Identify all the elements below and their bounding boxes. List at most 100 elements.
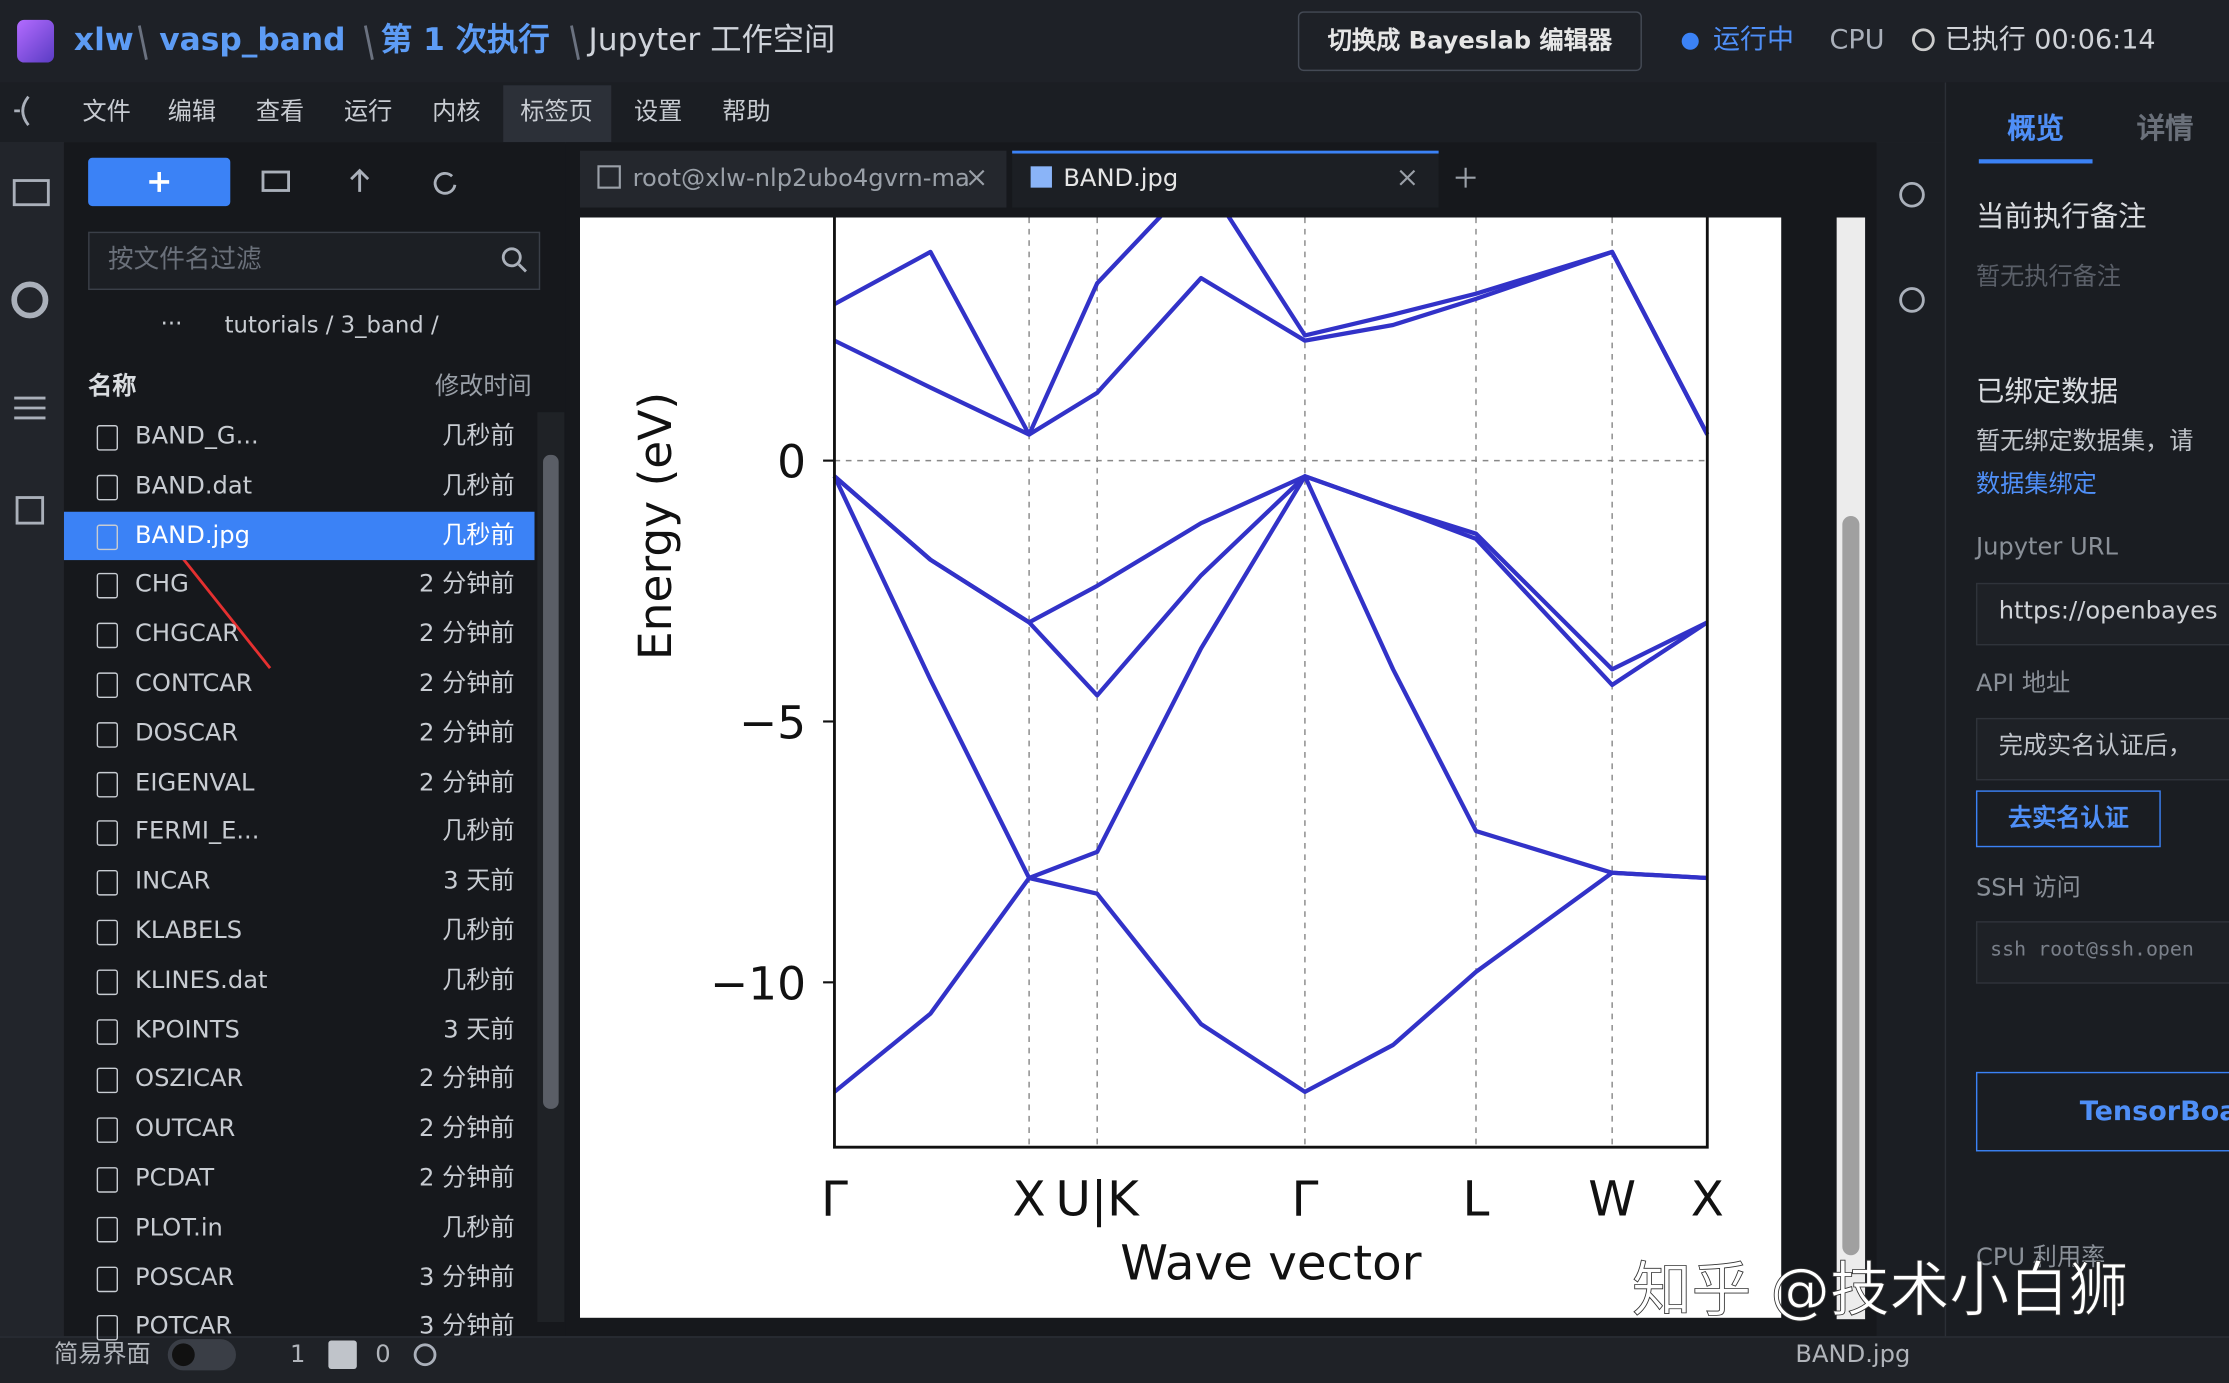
- breadcrumb-item[interactable]: 第 1 次执行: [380, 22, 550, 59]
- jupyter-url[interactable]: https://openbayes: [1998, 597, 2218, 626]
- file-name[interactable]: INCAR: [135, 867, 211, 896]
- new-icon: [149, 172, 170, 192]
- breadcrumb-item[interactable]: xlw: [73, 22, 134, 59]
- elapsed-time: 已执行 00:06:14: [1944, 24, 2156, 56]
- file-modified: 2 分钟前: [419, 719, 515, 748]
- toolbar-icons: [11, 95, 1925, 1367]
- file-modified: 几秒前: [442, 916, 515, 946]
- tensorboard-button[interactable]: [1975, 1071, 2229, 1152]
- file-icon: [96, 672, 118, 698]
- file-icon: [96, 523, 118, 550]
- status-bar: [0, 1336, 2229, 1383]
- x-tick-label: Γ: [1291, 1171, 1318, 1227]
- file-name[interactable]: BAND.jpg: [135, 521, 250, 550]
- file-name[interactable]: CHG: [135, 570, 189, 600]
- file-modified: 3 分钟前: [419, 1263, 515, 1292]
- breadcrumb-item[interactable]: vasp_band: [159, 22, 346, 59]
- menu-item[interactable]: 文件: [82, 98, 131, 127]
- file-name[interactable]: KPOINTS: [135, 1015, 240, 1045]
- field-label: API 地址: [1975, 669, 2071, 698]
- file-name[interactable]: POTCAR: [135, 1312, 233, 1342]
- section-title: 已绑定数据: [1975, 373, 2119, 408]
- x-axis-label: Wave vector: [1120, 1235, 1421, 1291]
- x-tick-label: X: [1013, 1171, 1046, 1227]
- clock-icon: [1911, 28, 1935, 52]
- file-scrollbar: [537, 412, 565, 1323]
- file-modified: 3 天前: [443, 1015, 515, 1045]
- menu-item[interactable]: 运行: [344, 98, 393, 127]
- menu-item[interactable]: 设置: [634, 98, 683, 127]
- annotation-arrow: [169, 542, 272, 670]
- activity-bar: [0, 142, 64, 1337]
- image-viewer: [579, 217, 1782, 1318]
- breadcrumb[interactable]: tutorials / 3_band /: [224, 311, 439, 339]
- file-icon: [96, 1266, 118, 1292]
- file-name[interactable]: POSCAR: [135, 1263, 235, 1292]
- file-name[interactable]: CHGCAR: [135, 620, 240, 649]
- terminal-icon: [328, 1340, 357, 1369]
- x-tick-label: W: [1588, 1171, 1636, 1227]
- tab[interactable]: [579, 150, 1007, 208]
- path-separators: [137, 25, 580, 60]
- file-name[interactable]: DOSCAR: [135, 719, 239, 748]
- band-line: [833, 474, 1709, 672]
- current-file: BAND.jpg: [1795, 1340, 1911, 1369]
- column-header[interactable]: 名称: [88, 372, 137, 401]
- right-panel: [1944, 82, 2229, 1337]
- x-tick-label: Γ: [821, 1171, 848, 1227]
- file-icon: [96, 969, 118, 995]
- status-dot: [1681, 32, 1699, 50]
- menu-item[interactable]: 编辑: [167, 98, 217, 127]
- file-name[interactable]: OUTCAR: [135, 1114, 236, 1144]
- panel-tab[interactable]: 概览: [2007, 110, 2065, 145]
- field-label: SSH 访问: [1975, 874, 2081, 903]
- panel-tab[interactable]: 详情: [2136, 110, 2194, 145]
- file-name[interactable]: PCDAT: [135, 1164, 215, 1193]
- bind-dataset-link[interactable]: 数据集绑定: [1975, 470, 2097, 499]
- tab-active[interactable]: [1012, 150, 1439, 208]
- file-icon: [96, 1018, 118, 1045]
- file-name[interactable]: KLINES.dat: [135, 966, 268, 995]
- file-name[interactable]: FERMI_E...: [135, 817, 260, 847]
- field-label: Jupyter URL: [1975, 533, 2118, 562]
- simple-mode-toggle[interactable]: [167, 1339, 236, 1371]
- file-name[interactable]: OSZICAR: [135, 1065, 244, 1094]
- file-modified: 2 分钟前: [419, 620, 515, 649]
- file-modified: 几秒前: [442, 966, 515, 995]
- menu-item[interactable]: 帮助: [722, 98, 771, 127]
- file-name[interactable]: PLOT.in: [135, 1213, 223, 1243]
- file-icon: [96, 771, 118, 797]
- verify-button[interactable]: 去实名认证: [1975, 790, 2161, 848]
- tab-label[interactable]: root@xlw-nlp2ubo4gvrn-ma: [632, 164, 970, 194]
- breadcrumb[interactable]: ···: [160, 309, 183, 337]
- resource: CPU: [1829, 24, 1885, 56]
- tensorboard-label[interactable]: TensorBoa: [2079, 1096, 2229, 1128]
- selected-row[interactable]: [63, 511, 535, 560]
- menu-item[interactable]: 标签页: [520, 98, 593, 127]
- tab-close-icons[interactable]: [597, 165, 1476, 189]
- file-name[interactable]: EIGENVAL: [135, 768, 255, 797]
- file-icon: [96, 721, 118, 748]
- file-modified: 2 分钟前: [419, 669, 515, 698]
- menu-item[interactable]: 查看: [255, 98, 305, 127]
- file-name[interactable]: BAND_G...: [135, 422, 259, 451]
- file-name[interactable]: BAND.dat: [135, 471, 253, 501]
- run-status: 运行中: [1712, 24, 1795, 56]
- filter-input[interactable]: [88, 231, 541, 290]
- tab-label[interactable]: BAND.jpg: [1063, 164, 1179, 194]
- column-header[interactable]: 修改时间: [434, 372, 532, 401]
- file-name[interactable]: CONTCAR: [135, 669, 253, 698]
- x-tick-label: L: [1463, 1171, 1490, 1227]
- file-name[interactable]: KLABELS: [135, 916, 243, 946]
- logo[interactable]: [17, 19, 55, 63]
- file-modified: 几秒前: [442, 817, 515, 847]
- menu-item[interactable]: 内核: [432, 98, 481, 127]
- file-icon: [96, 1068, 118, 1094]
- switch-editor-button[interactable]: 切换成 Bayeslab 编辑器: [1297, 11, 1642, 72]
- y-tick-label: 0: [777, 436, 806, 489]
- file-modified: 2 分钟前: [419, 768, 515, 797]
